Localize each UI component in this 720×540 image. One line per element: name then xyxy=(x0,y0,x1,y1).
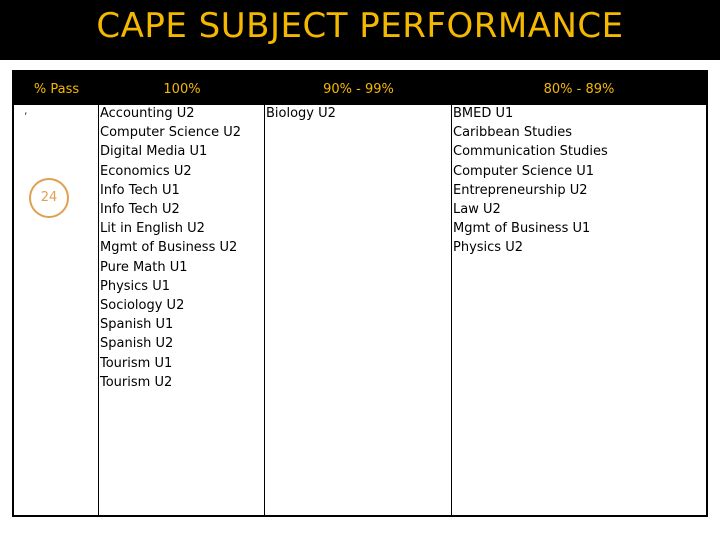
subject-item: Accounting U2 xyxy=(100,106,195,121)
subject-item: Physics U1 xyxy=(100,278,170,294)
subject-item: Mgmt of Business U1 xyxy=(453,221,591,237)
subject-item: Entrepreneurship U2 xyxy=(453,182,588,198)
subject-item: Caribbean Studies xyxy=(453,125,573,141)
subject-item: Communication Studies xyxy=(453,144,608,160)
subject-item: Info Tech U2 xyxy=(100,202,180,218)
table-header-row: % Pass 100% 90% - 99% 80% - 89% xyxy=(14,72,706,105)
subject-item: Digital Media U1 xyxy=(100,144,208,160)
subject-item: Info Tech U1 xyxy=(100,182,180,198)
col-100-list: Accounting U2 Computer Science U2 Digital … xyxy=(100,104,241,392)
header-80-89: 80% - 89% xyxy=(543,82,615,97)
subject-item: Spanish U2 xyxy=(100,336,174,352)
column-divider xyxy=(451,105,452,517)
performance-table: % Pass 100% 90% - 99% 80% - 89% , 24 Acc… xyxy=(12,70,708,517)
page-title: CAPE SUBJECT PERFORMANCE xyxy=(96,6,624,46)
title-band: CAPE SUBJECT PERFORMANCE xyxy=(0,0,720,60)
pass-count-badge: 24 xyxy=(29,178,69,218)
subject-item: Pure Math U1 xyxy=(100,259,188,275)
subject-item: Computer Science U2 xyxy=(100,125,242,141)
subject-item: Computer Science U1 xyxy=(453,163,595,179)
col-80-list: BMED U1 Caribbean Studies Communication St… xyxy=(453,104,608,258)
subject-item: BMED U1 xyxy=(453,106,514,121)
subject-item: Tourism U2 xyxy=(100,374,173,390)
header-100: 100% xyxy=(163,82,201,97)
subject-item: Economics U2 xyxy=(100,163,192,179)
column-divider xyxy=(98,105,99,517)
column-divider xyxy=(264,105,265,517)
col-90-list: Biology U2 xyxy=(266,104,336,123)
subject-item: Tourism U1 xyxy=(100,355,173,371)
cropped-mark: , xyxy=(24,104,28,117)
subject-item: Spanish U1 xyxy=(100,317,174,333)
subject-item: Law U2 xyxy=(453,202,501,218)
header-pass: % Pass xyxy=(33,82,80,97)
subject-item: Mgmt of Business U2 xyxy=(100,240,238,256)
subject-item: Lit in English U2 xyxy=(100,221,205,237)
subject-item: Biology U2 xyxy=(266,106,336,121)
subject-item: Physics U2 xyxy=(453,240,523,256)
subject-item: Sociology U2 xyxy=(100,298,185,314)
header-90-99: 90% - 99% xyxy=(323,82,394,97)
